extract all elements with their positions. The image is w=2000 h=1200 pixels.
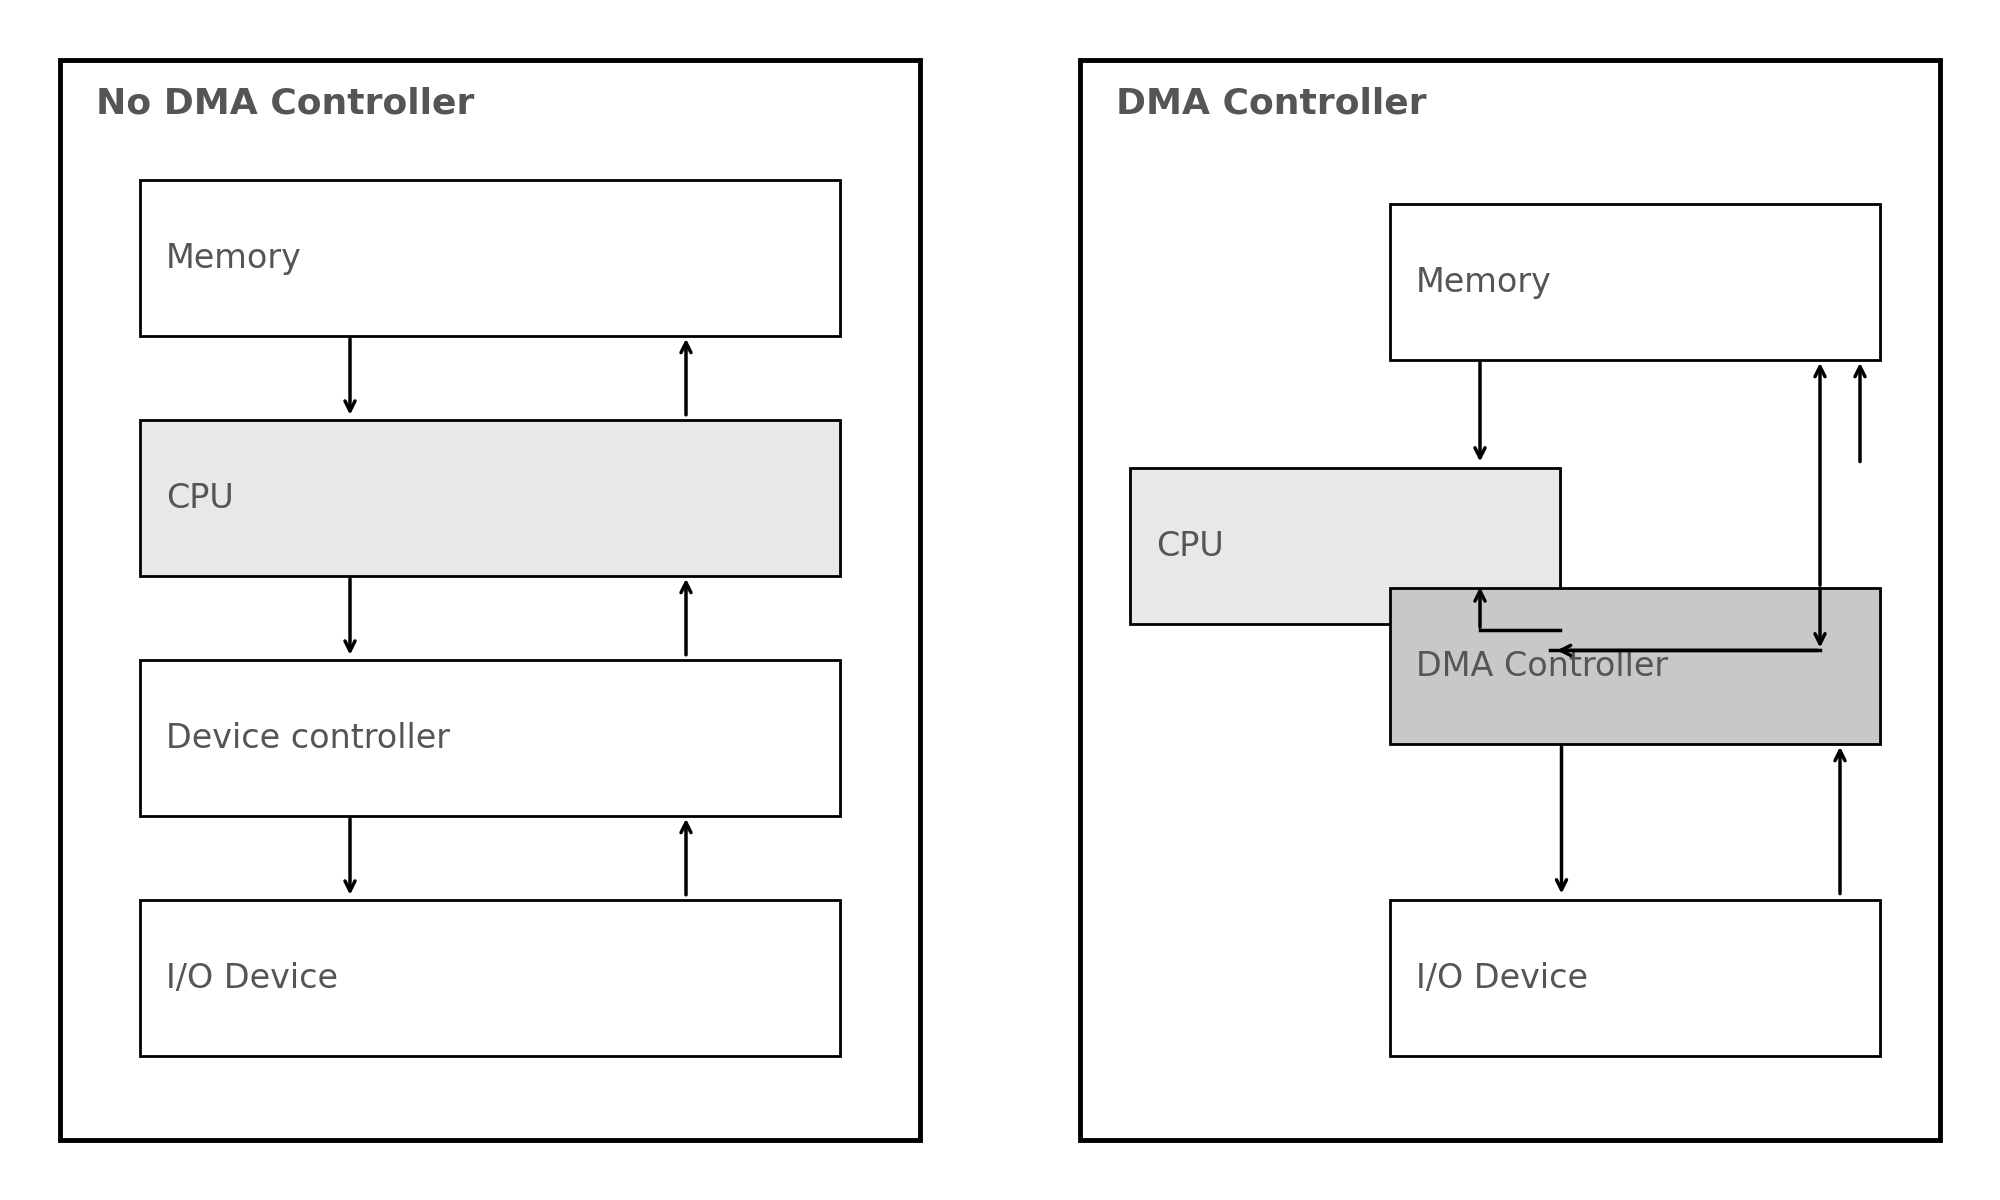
Bar	[1390, 204, 1880, 360]
Bar	[1130, 468, 1560, 624]
Text: CPU: CPU	[166, 482, 234, 516]
Text: Device controller: Device controller	[166, 722, 450, 756]
Text: CPU: CPU	[1156, 530, 1224, 564]
Bar	[1390, 588, 1880, 744]
Text: I/O Device: I/O Device	[166, 962, 338, 995]
Text: Memory: Memory	[1416, 266, 1552, 300]
Text: Memory: Memory	[166, 242, 302, 276]
Bar	[1390, 900, 1880, 1056]
Text: No DMA Controller: No DMA Controller	[96, 86, 474, 120]
Bar	[1080, 60, 1940, 1140]
Bar	[140, 900, 840, 1056]
Text: I/O Device: I/O Device	[1416, 962, 1588, 995]
Text: DMA Controller: DMA Controller	[1416, 650, 1668, 683]
Bar	[140, 180, 840, 336]
Text: DMA Controller: DMA Controller	[1116, 86, 1426, 120]
Bar	[140, 420, 840, 576]
Bar	[140, 660, 840, 816]
Bar	[60, 60, 920, 1140]
